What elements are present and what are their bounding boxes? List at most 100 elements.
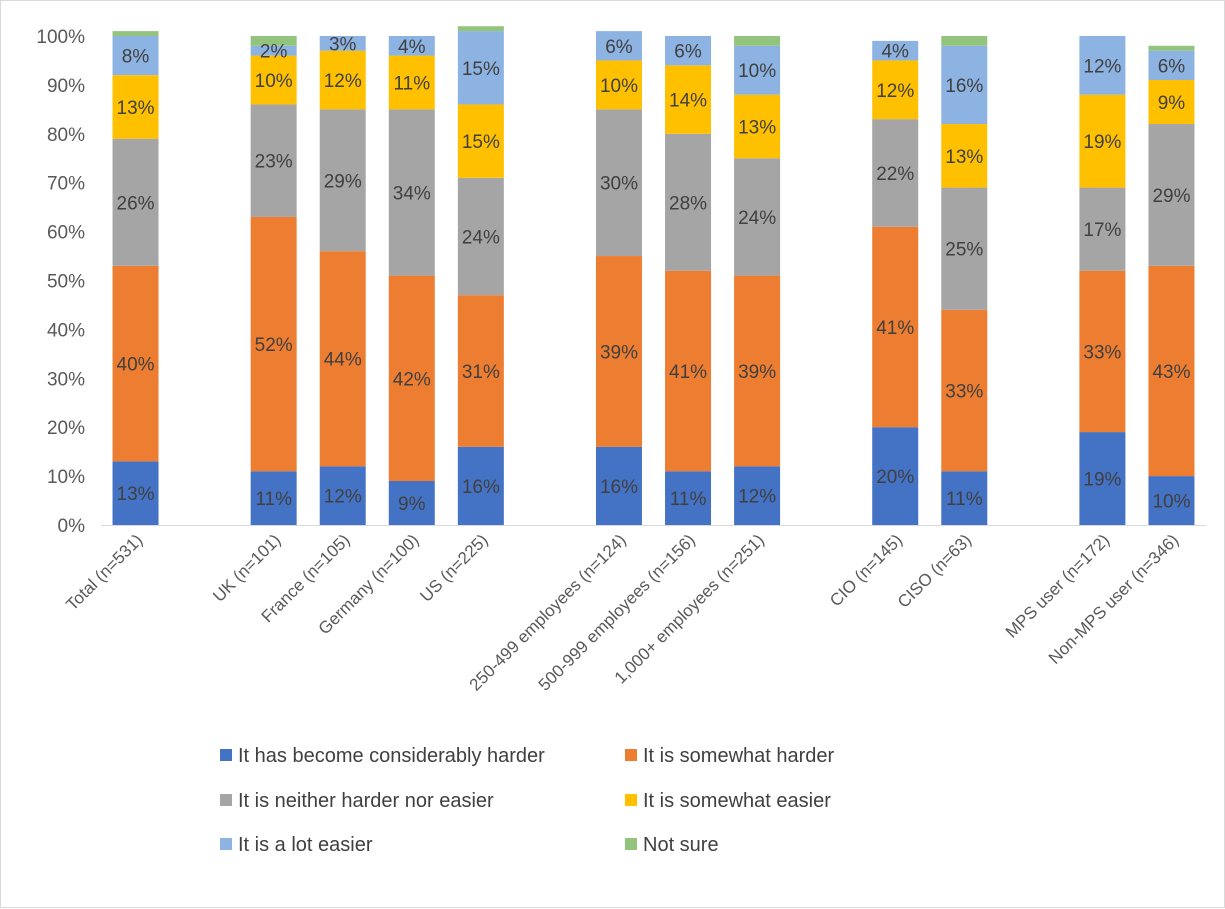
bar-segment (1148, 80, 1195, 125)
bar-segment (665, 36, 712, 66)
data-label: 26% (117, 193, 155, 214)
legend: It has become considerably harder It is s… (220, 745, 835, 856)
data-label: 16% (945, 76, 983, 97)
data-label: 10% (255, 71, 293, 92)
y-tick-label: 80% (47, 125, 85, 146)
y-tick-label: 50% (47, 272, 85, 293)
bar-segment (1079, 94, 1126, 188)
bar-segment (250, 36, 297, 46)
bar-segment (112, 75, 159, 139)
x-category-label: UK (n=101) (209, 530, 284, 605)
legend-item: It is somewhat easier (625, 790, 831, 812)
data-label: 44% (324, 350, 362, 371)
bar-segment (734, 466, 781, 525)
data-label: 14% (669, 91, 707, 112)
data-labels: 13% 40% 26% 13% 8% 11% 52% 23% 10% 2% 12% 44% 29% 12%… (117, 34, 1191, 515)
data-label: 19% (1083, 470, 1121, 491)
y-tick-label: 100% (36, 27, 85, 48)
data-label: 30% (600, 174, 638, 195)
bar-segment (734, 275, 781, 467)
bar-segment (941, 471, 988, 525)
data-label: 12% (324, 71, 362, 92)
bar-segment (319, 50, 366, 110)
bar-segment (112, 461, 159, 525)
bar-segment (872, 226, 919, 428)
data-label: 23% (255, 152, 293, 173)
y-tick-label: 40% (47, 320, 85, 341)
bar-segment (734, 158, 781, 276)
y-tick-label: 10% (47, 467, 85, 488)
bar-segment (941, 187, 988, 310)
data-label: 29% (1152, 186, 1190, 207)
bar-segment (1148, 265, 1195, 477)
data-label: 42% (393, 369, 431, 390)
data-label: 11% (393, 73, 430, 94)
data-label: 12% (876, 81, 914, 102)
bar-segment (1148, 124, 1195, 266)
bars (112, 26, 1195, 525)
bar-segment (457, 177, 504, 296)
legend-label: It has become considerably harder (238, 745, 545, 767)
bar-segment (457, 31, 504, 105)
bar-segment (595, 109, 642, 257)
legend-item: It is somewhat harder (625, 745, 835, 767)
bar-segment (250, 104, 297, 217)
data-label: 12% (324, 487, 362, 508)
data-label: 4% (881, 42, 909, 63)
data-label: 10% (738, 61, 776, 82)
data-label: 10% (1152, 492, 1190, 513)
bar-segment (319, 109, 366, 252)
bar-segment (319, 36, 366, 51)
data-label: 2% (260, 42, 288, 63)
bar-segment (941, 36, 988, 46)
data-label: 20% (876, 467, 914, 488)
bar-segment (388, 109, 435, 276)
legend-label: It is somewhat easier (643, 790, 831, 812)
data-label: 13% (738, 117, 776, 138)
data-label: 41% (876, 318, 914, 339)
data-label: 9% (398, 494, 426, 515)
data-label: 33% (945, 382, 983, 403)
bar-segment (872, 427, 919, 525)
data-label: 4% (398, 37, 426, 58)
y-tick-label: 70% (47, 174, 85, 195)
data-label: 34% (393, 183, 431, 204)
bar-segment (734, 36, 781, 46)
bar-segment (112, 265, 159, 462)
bar-segment (457, 104, 504, 178)
data-label: 17% (1083, 220, 1121, 241)
bar-segment (734, 94, 781, 159)
bar-segment (665, 65, 712, 134)
y-tick-label: 20% (47, 418, 85, 439)
y-tick-label: 60% (47, 223, 85, 244)
data-label: 19% (1083, 132, 1121, 153)
bar-segment (250, 45, 297, 56)
bar-segment (665, 471, 712, 525)
x-category-label: Total (n=531) (62, 530, 146, 614)
y-tick-label: 30% (47, 369, 85, 390)
data-label: 16% (462, 477, 500, 498)
data-label: 13% (117, 98, 155, 119)
y-tick-label: 90% (47, 76, 85, 97)
legend-item: It is neither harder nor easier (220, 790, 494, 812)
data-label: 13% (117, 484, 155, 505)
bar-segment (665, 270, 712, 472)
bar-segment (319, 251, 366, 467)
bar-segment (250, 55, 297, 105)
legend-swatch (220, 749, 232, 761)
bar-segment (112, 138, 159, 266)
bar-segment (595, 31, 642, 61)
bar-segment (457, 295, 504, 447)
data-label: 28% (669, 193, 707, 214)
legend-swatch (220, 838, 232, 850)
y-tick-label: 0% (58, 516, 86, 537)
data-label: 11% (255, 489, 292, 510)
bar-segment (941, 45, 988, 125)
bar-segment (1148, 476, 1195, 525)
data-label: 31% (462, 362, 500, 383)
bar-segment (388, 480, 435, 525)
bar-segment (872, 40, 919, 61)
x-category-label: 1,000+ employees (n=251) (611, 530, 768, 687)
